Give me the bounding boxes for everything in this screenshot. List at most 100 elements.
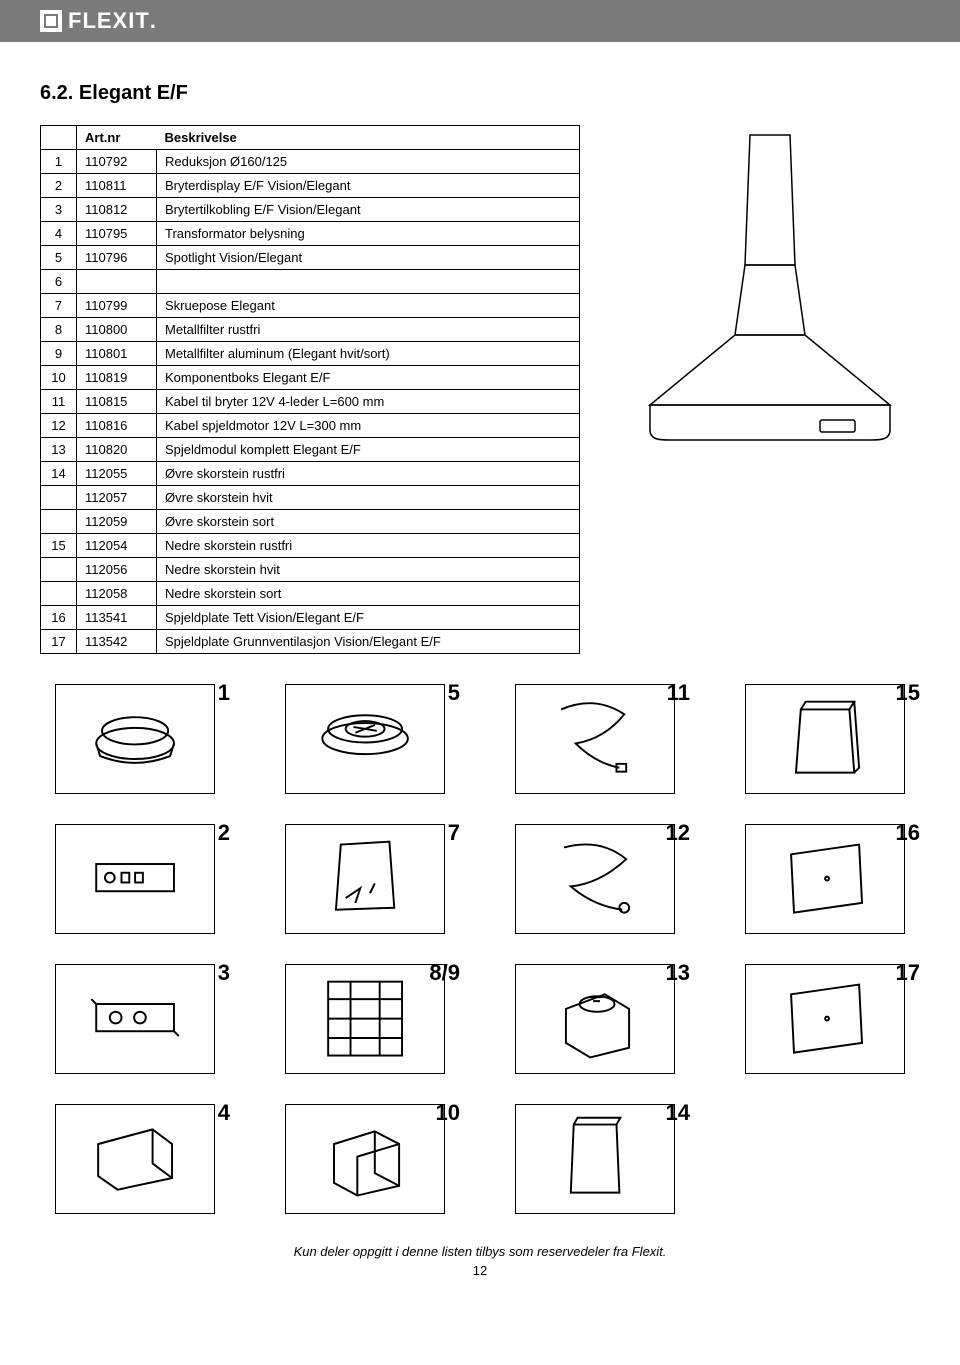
row-desc: Spjeldplate Tett Vision/Elegant E/F (157, 606, 580, 630)
row-num: 10 (41, 366, 77, 390)
table-row: 112057Øvre skorstein hvit (41, 486, 580, 510)
thumbnail-grid: 15111527121638/9131741014 (40, 684, 920, 1214)
col-beskrivelse: Beskrivelse (157, 126, 580, 150)
row-desc: Øvre skorstein rustfri (157, 462, 580, 486)
row-num: 12 (41, 414, 77, 438)
table-row: 17113542Spjeldplate Grunnventilasjon Vis… (41, 630, 580, 654)
table-row: 5110796Spotlight Vision/Elegant (41, 246, 580, 270)
row-desc: Reduksjon Ø160/125 (157, 150, 580, 174)
table-row: 6 (41, 270, 580, 294)
thumb-number: 12 (666, 820, 690, 846)
thumb-number: 7 (448, 820, 460, 846)
thumb-number: 14 (666, 1100, 690, 1126)
row-artnr: 113541 (77, 606, 157, 630)
row-num: 14 (41, 462, 77, 486)
row-artnr: 113542 (77, 630, 157, 654)
row-num: 11 (41, 390, 77, 414)
row-num: 7 (41, 294, 77, 318)
thumb-item: 16 (730, 824, 920, 934)
row-artnr: 110795 (77, 222, 157, 246)
row-num: 13 (41, 438, 77, 462)
row-desc (157, 270, 580, 294)
row-desc: Bryterdisplay E/F Vision/Elegant (157, 174, 580, 198)
thumb-number: 3 (218, 960, 230, 986)
table-row: 4110795Transformator belysning (41, 222, 580, 246)
row-num: 9 (41, 342, 77, 366)
row-num: 6 (41, 270, 77, 294)
row-artnr (77, 270, 157, 294)
thumb-box (515, 684, 675, 794)
thumb-item: 14 (500, 1104, 690, 1214)
table-row: 7110799Skruepose Elegant (41, 294, 580, 318)
thumb-item: 11 (500, 684, 690, 794)
thumb-number: 4 (218, 1100, 230, 1126)
thumb-item: 8/9 (270, 964, 460, 1074)
row-artnr: 110812 (77, 198, 157, 222)
row-desc: Skruepose Elegant (157, 294, 580, 318)
row-desc: Øvre skorstein sort (157, 510, 580, 534)
parts-table: Art.nr Beskrivelse 1110792Reduksjon Ø160… (40, 125, 580, 654)
thumb-box (515, 1104, 675, 1214)
thumb-number: 17 (896, 960, 920, 986)
thumb-item: 13 (500, 964, 690, 1074)
row-desc: Øvre skorstein hvit (157, 486, 580, 510)
row-artnr: 110819 (77, 366, 157, 390)
table-row: 13110820Spjeldmodul komplett Elegant E/F (41, 438, 580, 462)
section-title: 6.2. Elegant E/F (40, 82, 920, 105)
table-row: 16113541Spjeldplate Tett Vision/Elegant … (41, 606, 580, 630)
table-row: 2110811Bryterdisplay E/F Vision/Elegant (41, 174, 580, 198)
row-artnr: 110820 (77, 438, 157, 462)
row-artnr: 112054 (77, 534, 157, 558)
thumb-item: 2 (40, 824, 230, 934)
row-desc: Komponentboks Elegant E/F (157, 366, 580, 390)
thumb-box (285, 964, 445, 1074)
table-row: 12110816Kabel spjeldmotor 12V L=300 mm (41, 414, 580, 438)
brand-name: FLEXIT (68, 8, 150, 34)
thumb-box (285, 1104, 445, 1214)
row-desc: Transformator belysning (157, 222, 580, 246)
row-artnr: 110792 (77, 150, 157, 174)
table-row: 112058Nedre skorstein sort (41, 582, 580, 606)
row-num: 4 (41, 222, 77, 246)
thumb-box (745, 824, 905, 934)
footer-note: Kun deler oppgitt i denne listen tilbys … (40, 1244, 920, 1259)
row-num (41, 582, 77, 606)
thumb-item: 15 (730, 684, 920, 794)
thumb-box (745, 964, 905, 1074)
row-desc: Nedre skorstein sort (157, 582, 580, 606)
row-desc: Brytertilkobling E/F Vision/Elegant (157, 198, 580, 222)
thumb-box (285, 824, 445, 934)
thumb-item: 12 (500, 824, 690, 934)
row-desc: Nedre skorstein hvit (157, 558, 580, 582)
table-row: 14112055Øvre skorstein rustfri (41, 462, 580, 486)
thumb-item: 1 (40, 684, 230, 794)
row-num: 3 (41, 198, 77, 222)
thumb-box (515, 964, 675, 1074)
table-row: 3110812Brytertilkobling E/F Vision/Elega… (41, 198, 580, 222)
row-num: 8 (41, 318, 77, 342)
row-desc: Spjeldplate Grunnventilasjon Vision/Eleg… (157, 630, 580, 654)
table-header-row: Art.nr Beskrivelse (41, 126, 580, 150)
row-artnr: 112055 (77, 462, 157, 486)
brand-logo-icon (40, 10, 62, 32)
thumb-box (55, 964, 215, 1074)
row-artnr: 112057 (77, 486, 157, 510)
row-artnr: 110815 (77, 390, 157, 414)
cooker-hood-illustration (620, 125, 920, 485)
row-desc: Spotlight Vision/Elegant (157, 246, 580, 270)
thumb-box (285, 684, 445, 794)
col-num (41, 126, 77, 150)
row-artnr: 110801 (77, 342, 157, 366)
row-num: 15 (41, 534, 77, 558)
thumb-number: 8/9 (429, 960, 460, 986)
table-row: 10110819Komponentboks Elegant E/F (41, 366, 580, 390)
thumb-item: 3 (40, 964, 230, 1074)
row-desc: Metallfilter aluminum (Elegant hvit/sort… (157, 342, 580, 366)
table-row: 9110801Metallfilter aluminum (Elegant hv… (41, 342, 580, 366)
row-artnr: 110816 (77, 414, 157, 438)
row-num: 16 (41, 606, 77, 630)
row-num (41, 558, 77, 582)
table-row: 112059Øvre skorstein sort (41, 510, 580, 534)
row-desc: Kabel til bryter 12V 4-leder L=600 mm (157, 390, 580, 414)
table-row: 1110792Reduksjon Ø160/125 (41, 150, 580, 174)
